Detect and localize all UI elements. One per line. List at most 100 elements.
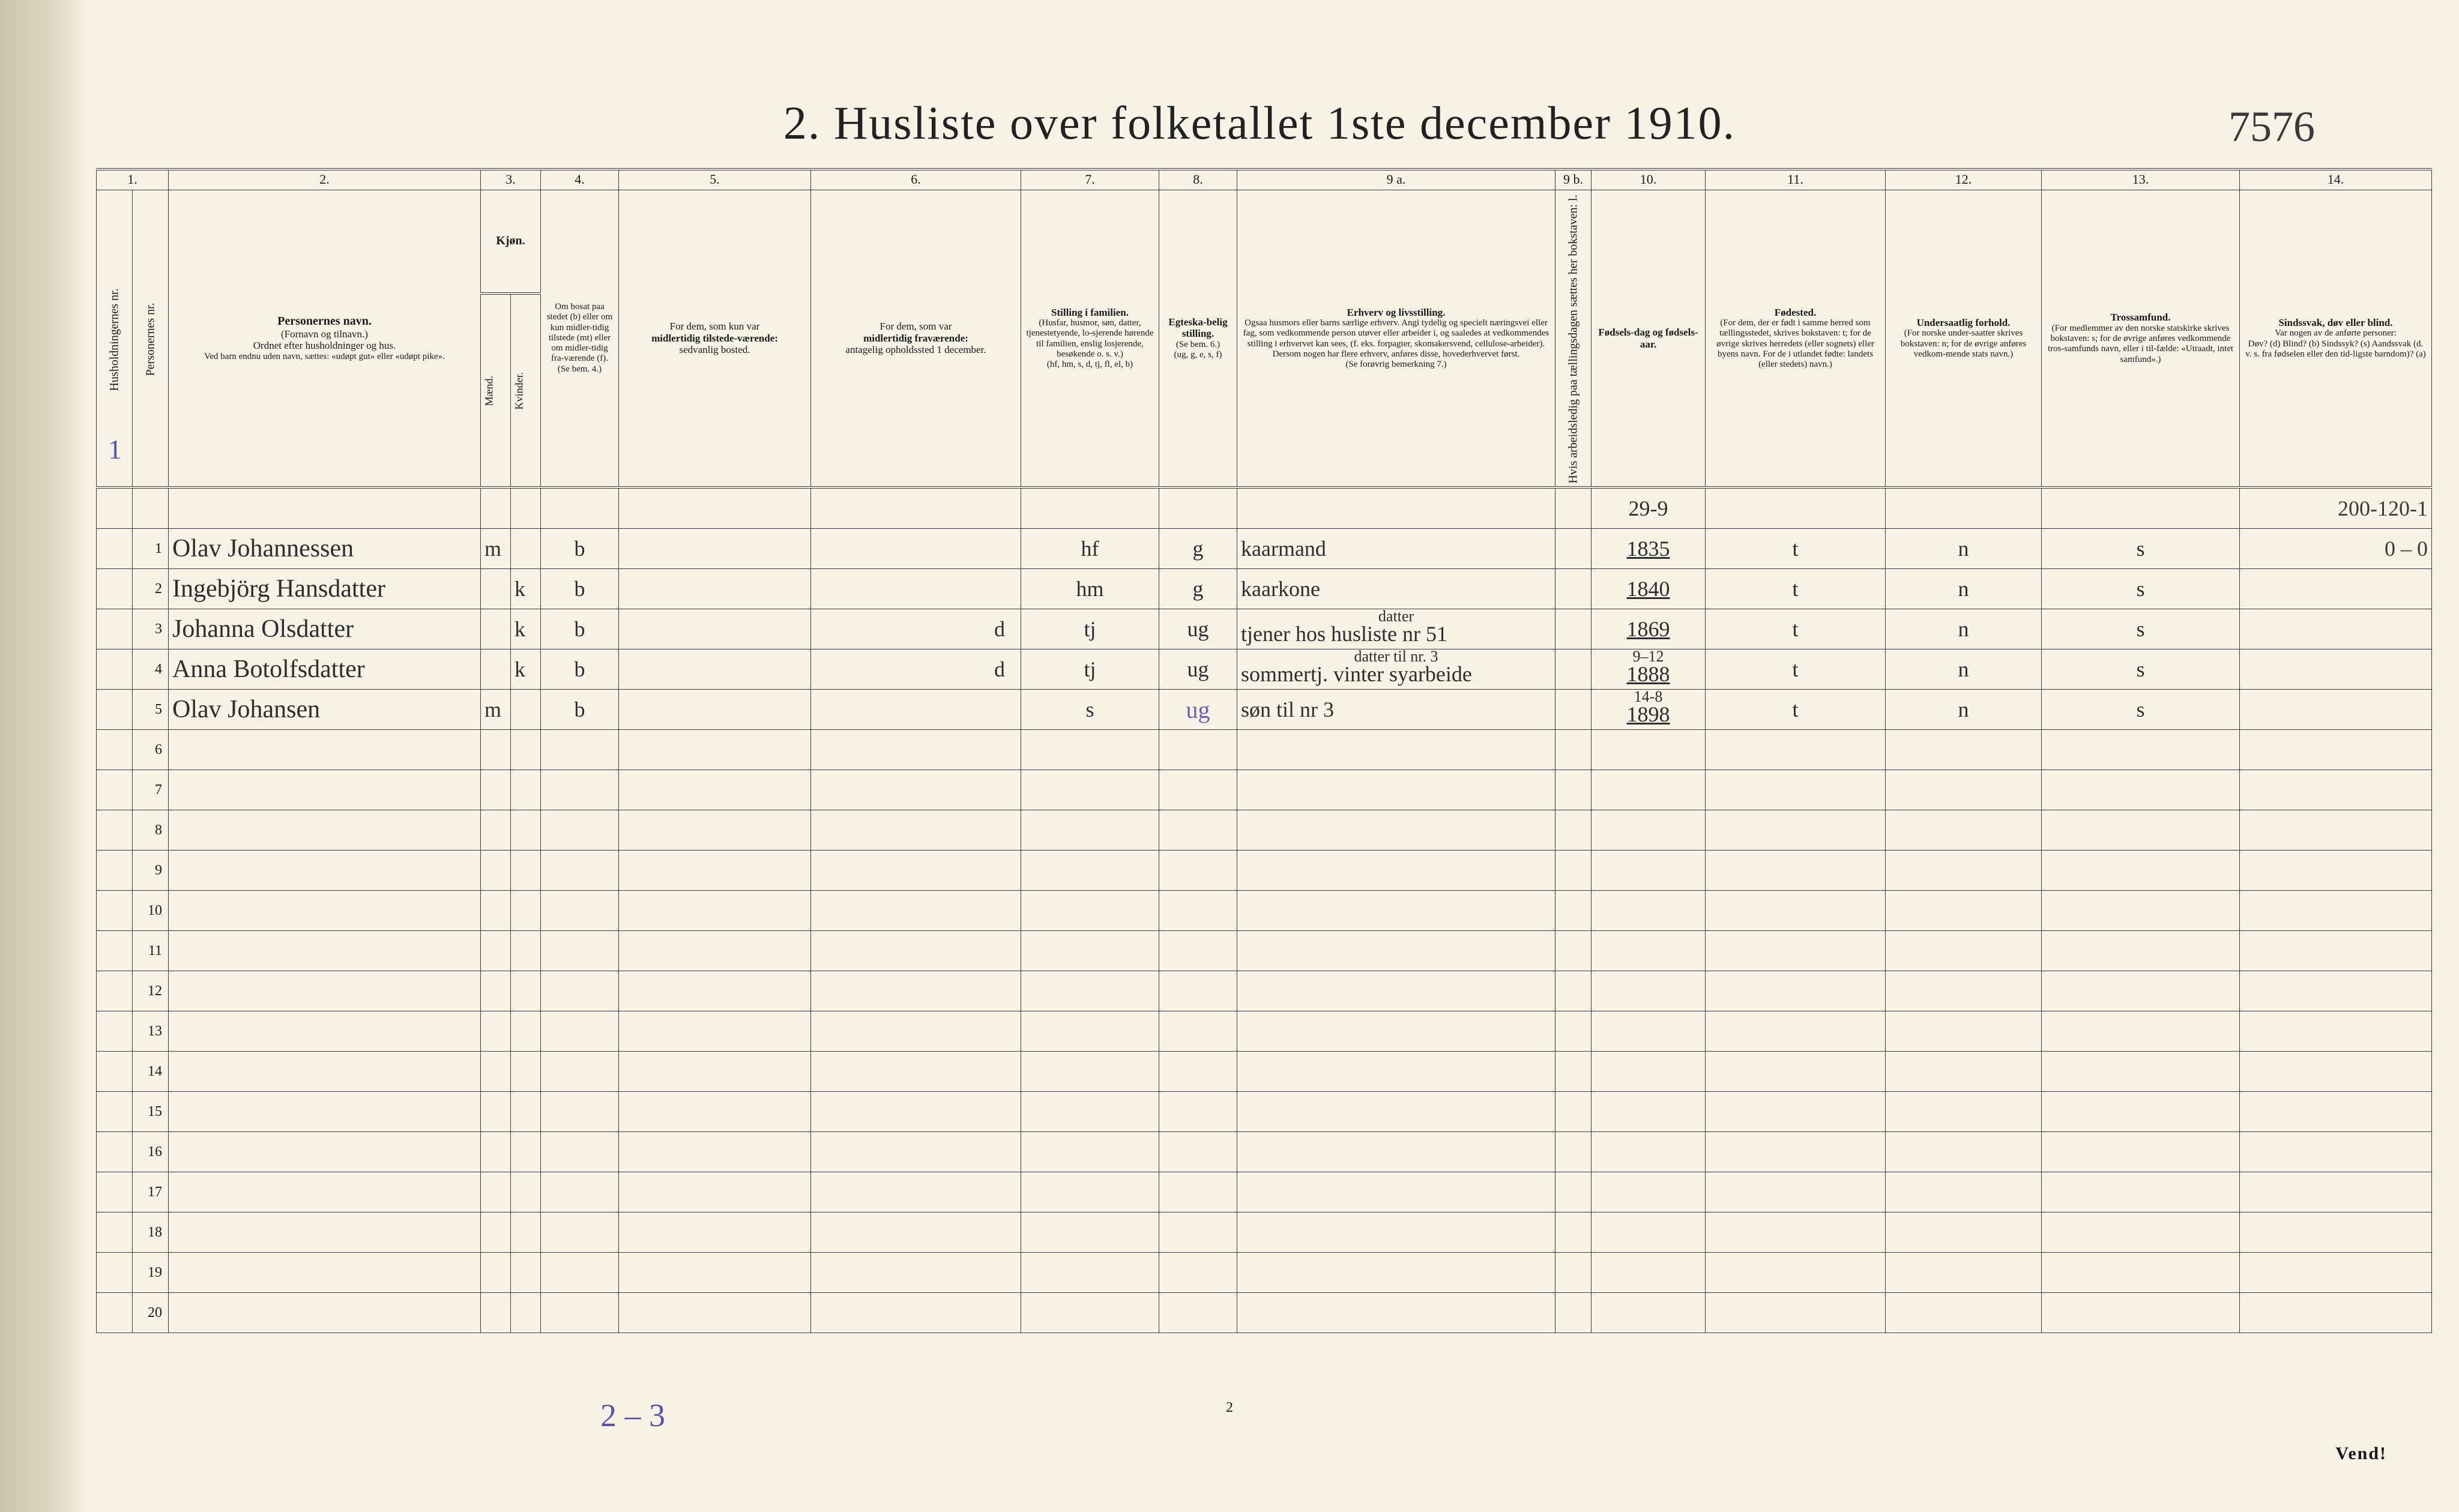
hh-cell — [97, 810, 133, 851]
table-row-empty: 17 — [97, 1172, 2432, 1212]
empty-cell — [1886, 1212, 2042, 1253]
empty-cell — [1237, 931, 1555, 971]
c5-cell — [619, 609, 811, 649]
table-row-empty: 19 — [97, 1253, 2432, 1293]
pre-cell — [169, 487, 481, 529]
hh-cell — [97, 1212, 133, 1253]
head-c8-l3: (ug, g, e, s, f) — [1164, 350, 1232, 360]
head-sex: Kjøn. — [481, 190, 541, 294]
empty-cell — [2240, 1253, 2432, 1293]
head-c11-l1: Fødested. — [1710, 307, 1880, 319]
empty-cell — [1886, 1293, 2042, 1333]
empty-cell — [481, 1253, 511, 1293]
head-c14-l2: Var nogen av de anførte personer: — [2245, 328, 2427, 339]
empty-cell — [1237, 1011, 1555, 1052]
empty-cell — [511, 1172, 541, 1212]
empty-cell — [1592, 891, 1706, 931]
empty-cell — [1592, 1011, 1706, 1052]
empty-cell — [2042, 1212, 2240, 1253]
pre-cell: 29-9 — [1592, 487, 1706, 529]
empty-cell — [541, 730, 619, 770]
empty-cell — [619, 1212, 811, 1253]
empty-cell — [619, 770, 811, 810]
name-cell: Johanna Olsdatter — [169, 609, 481, 649]
person-nr: 15 — [133, 1092, 169, 1132]
empty-cell — [1159, 931, 1237, 971]
head-name-sub2: Ordnet efter husholdninger og hus. — [173, 340, 475, 352]
empty-cell — [541, 1253, 619, 1293]
pre-cell — [619, 487, 811, 529]
hh-cell — [97, 609, 133, 649]
residence-cell: b — [541, 529, 619, 569]
sex-k-cell — [511, 690, 541, 730]
head-res-l2: (Se bem. 4.) — [546, 364, 614, 375]
occupation-cell: søn til nr 3 — [1237, 690, 1555, 730]
empty-cell — [1159, 730, 1237, 770]
pre-row: 29-9200-120-1 — [97, 487, 2432, 529]
table-row: 5Olav Johansenmbsugsøn til nr 314-81898t… — [97, 690, 2432, 730]
head-c13-l2: (For medlemmer av den norske statskirke … — [2047, 324, 2234, 365]
table-row-empty: 14 — [97, 1052, 2432, 1092]
empty-cell — [1555, 891, 1592, 931]
empty-cell — [1592, 730, 1706, 770]
empty-cell — [1021, 1293, 1159, 1333]
person-nr: 1 — [133, 529, 169, 569]
empty-cell — [2042, 1092, 2240, 1132]
family-cell: hf — [1021, 529, 1159, 569]
head-c6-l1: For dem, som var — [816, 321, 1016, 333]
empty-cell — [1706, 1212, 1886, 1253]
empty-cell — [1555, 1212, 1592, 1253]
head-c6-l3: antagelig opholdssted 1 december. — [816, 344, 1016, 356]
birthplace-cell: t — [1706, 649, 1886, 690]
pre-cell — [1021, 487, 1159, 529]
empty-cell — [169, 1052, 481, 1092]
head-residence: Om bosat paa stedet (b) eller om kun mid… — [541, 190, 619, 488]
pre-cell — [481, 487, 511, 529]
empty-cell — [1237, 730, 1555, 770]
sex-k-cell — [511, 529, 541, 569]
head-c12-l2: (For norske under-saatter skrives boksta… — [1890, 328, 2036, 360]
hh-cell — [97, 1172, 133, 1212]
empty-cell — [1886, 730, 2042, 770]
empty-cell — [1159, 891, 1237, 931]
table-row-empty: 11 — [97, 931, 2432, 971]
head-name-sub3: Ved barn endnu uden navn, sættes: «udøpt… — [173, 352, 475, 362]
marital-cell: g — [1159, 529, 1237, 569]
c6-cell: d — [811, 649, 1021, 690]
empty-cell — [1592, 931, 1706, 971]
head-c13-l1: Trossamfund. — [2047, 312, 2234, 324]
empty-cell — [481, 1132, 511, 1172]
empty-cell — [1592, 810, 1706, 851]
page-title: 2. Husliste over folketallet 1ste decemb… — [96, 96, 2423, 150]
disability-cell: 0 – 0 — [2240, 529, 2432, 569]
empty-cell — [481, 770, 511, 810]
person-nr: 19 — [133, 1253, 169, 1293]
census-page: 7576 2. Husliste over folketallet 1ste d… — [0, 0, 2459, 1512]
pre-cell — [511, 487, 541, 529]
empty-cell — [1886, 971, 2042, 1011]
occupation-cell: kaarkone — [1237, 569, 1555, 609]
empty-cell — [2240, 1132, 2432, 1172]
person-nr: 17 — [133, 1172, 169, 1212]
empty-cell — [1555, 1011, 1592, 1052]
family-cell: tj — [1021, 609, 1159, 649]
disability-cell — [2240, 609, 2432, 649]
birthplace-cell: t — [1706, 609, 1886, 649]
empty-cell — [1706, 1132, 1886, 1172]
empty-cell — [1021, 1132, 1159, 1172]
empty-cell — [541, 1132, 619, 1172]
empty-cell — [1159, 1132, 1237, 1172]
empty-cell — [619, 1132, 811, 1172]
empty-cell — [511, 1011, 541, 1052]
empty-cell — [811, 730, 1021, 770]
empty-cell — [2042, 931, 2240, 971]
empty-cell — [811, 1092, 1021, 1132]
colnum-3: 3. — [481, 169, 541, 190]
empty-cell — [1159, 851, 1237, 891]
table-row: 3Johanna Olsdatterkbdtjugdattertjener ho… — [97, 609, 2432, 649]
empty-cell — [1886, 770, 2042, 810]
empty-cell — [619, 1011, 811, 1052]
hh-cell — [97, 529, 133, 569]
head-c5-l1: For dem, som kun var — [624, 321, 806, 333]
empty-cell — [1555, 971, 1592, 1011]
